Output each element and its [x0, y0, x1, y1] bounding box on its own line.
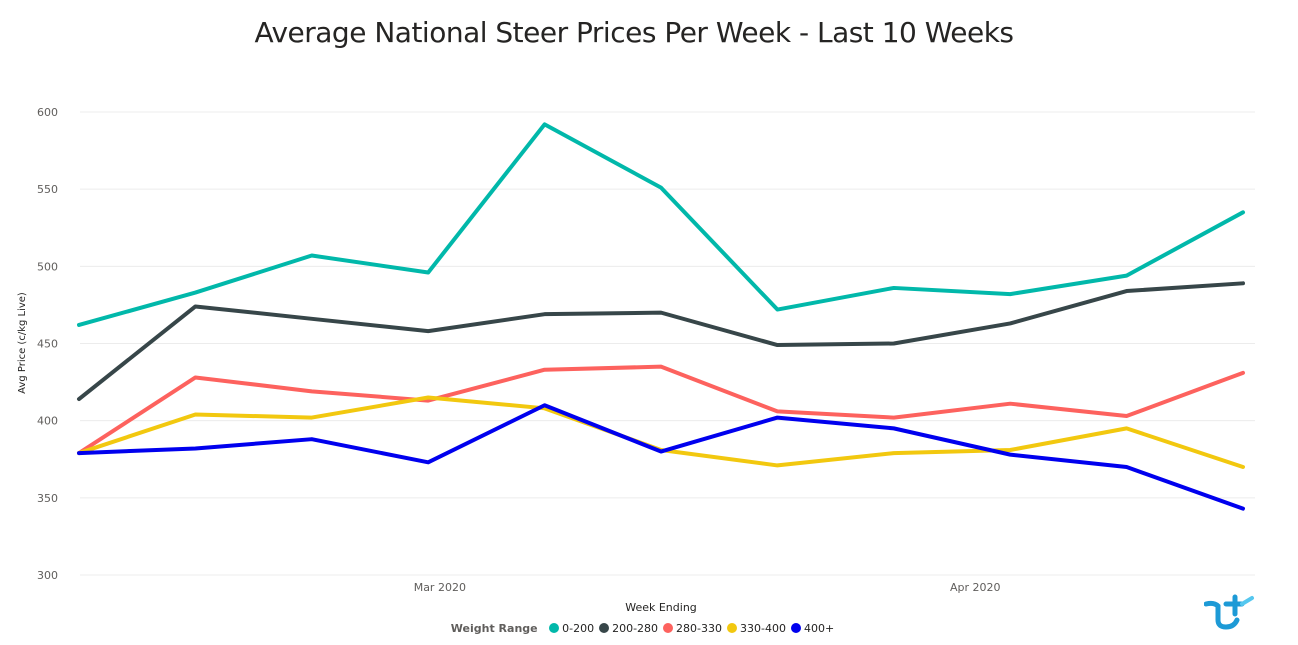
legend-label: 280-330 — [676, 622, 723, 635]
grid-lines — [80, 111, 1255, 576]
legend-marker — [727, 623, 738, 633]
series-line-200-280[interactable] — [77, 281, 1245, 402]
series-line-400+[interactable] — [77, 403, 1245, 511]
legend-item[interactable]: 400+ — [790, 622, 835, 635]
y-tick-label: 600 — [37, 106, 58, 119]
y-tick-label: 350 — [37, 492, 58, 505]
legend-label: 330-400 — [740, 622, 786, 635]
legend-label: 400+ — [803, 622, 835, 635]
legend-marker — [663, 623, 674, 633]
legend-title: Weight Range — [450, 622, 538, 635]
legend-item[interactable]: 0-200 — [549, 622, 594, 635]
line-chart: 300 350 400 450 500 550 600 Mar 2020 Apr 2020 W… — [17, 106, 1255, 614]
legend-label: 0-200 — [562, 622, 595, 635]
y-tick-label: 400 — [37, 415, 58, 428]
legend-label: 200-280 — [612, 622, 659, 635]
legend: Weight Range 0-200 200-280 280-330 330-400 4… — [0, 622, 1290, 635]
logo-icon — [1204, 594, 1254, 630]
series-line-0-200[interactable] — [77, 122, 1245, 327]
legend-marker — [549, 623, 560, 633]
series-line-280-330[interactable] — [77, 364, 1245, 456]
y-axis-title: Avg Price (c/kg Live) — [17, 292, 28, 394]
legend-item[interactable]: 280-330 — [663, 622, 722, 635]
x-tick-label: Apr 2020 — [950, 581, 1001, 594]
legend-item[interactable]: 330-400 — [727, 622, 786, 635]
legend-marker — [599, 623, 610, 633]
y-axis-ticks: 300 350 400 450 500 550 600 — [37, 106, 58, 582]
y-tick-label: 300 — [37, 569, 58, 582]
x-tick-label: Mar 2020 — [414, 581, 466, 594]
y-tick-label: 450 — [37, 338, 58, 351]
legend-marker — [790, 623, 801, 633]
x-axis-ticks: Mar 2020 Apr 2020 — [414, 581, 1001, 594]
y-tick-label: 500 — [37, 260, 58, 273]
chart-title: Average National Steer Prices Per Week -… — [254, 16, 1014, 49]
legend-item[interactable]: 200-280 — [599, 622, 658, 635]
series-lines — [77, 122, 1245, 511]
x-axis-title: Week Ending — [625, 601, 697, 614]
y-tick-label: 550 — [37, 183, 58, 196]
